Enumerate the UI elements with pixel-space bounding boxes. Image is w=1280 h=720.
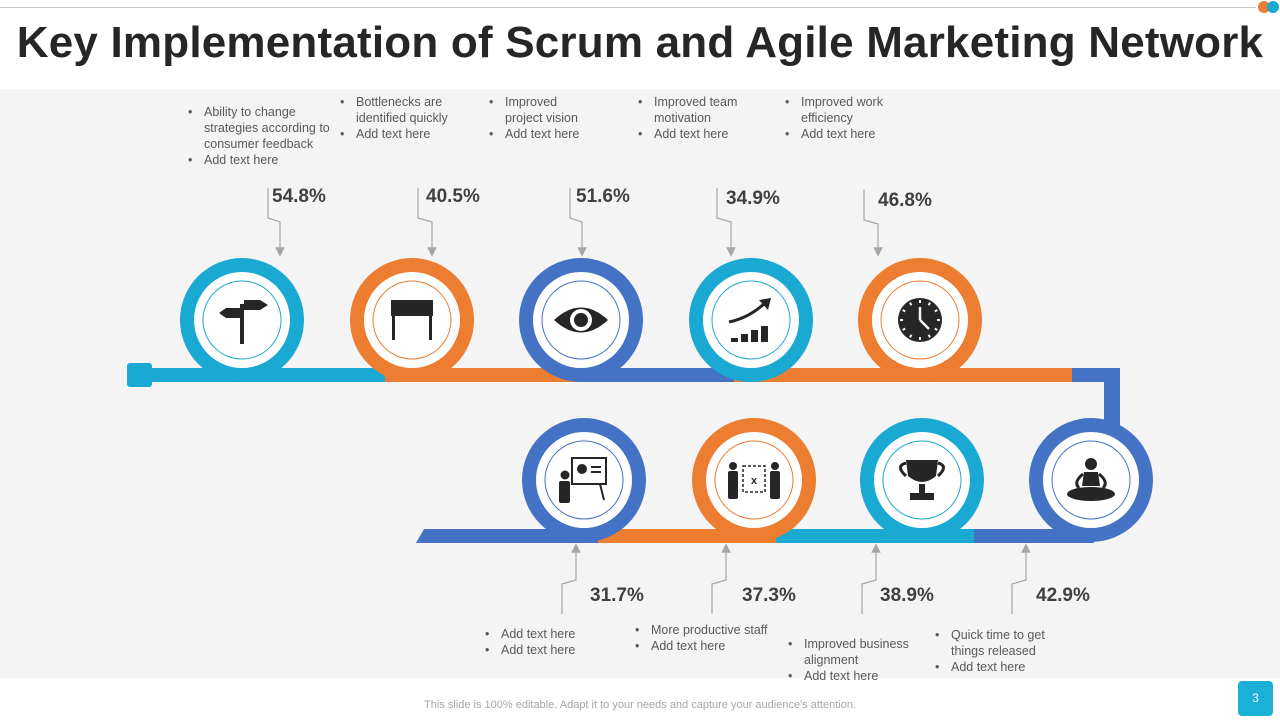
note-item: Add text here [186, 152, 346, 168]
top-step-1-notes: Ability to change strategies according t… [186, 104, 346, 168]
bottom-step-3 [860, 418, 984, 542]
top-step-5 [858, 258, 982, 382]
top-step-1-percent: 54.8% [272, 186, 326, 207]
top-step-5-connector [863, 190, 883, 257]
meditation-icon [1067, 458, 1115, 501]
note-item: Ability to change strategies according t… [186, 104, 346, 152]
bottom-step-3-percent: 38.9% [880, 585, 934, 606]
footer-note: This slide is 100% editable. Adapt it to… [424, 699, 856, 711]
note-item: Improved work efficiency [783, 94, 908, 126]
clock-icon [898, 298, 942, 342]
signpost-icon [219, 300, 268, 344]
svg-text:x: x [751, 475, 758, 487]
bottom-step-3-notes: Improved business alignmentAdd text here [786, 636, 926, 684]
top-step-3-connector [569, 188, 587, 257]
bottom-step-1-connector [561, 543, 581, 614]
bottom-step-2-notes: More productive staffAdd text here [633, 622, 793, 654]
bottom-step-2: x [692, 418, 816, 542]
bottom-step-2-percent: 37.3% [742, 585, 796, 606]
team-strategy-icon: x [728, 462, 780, 499]
top-step-3-percent: 51.6% [576, 186, 630, 207]
note-item: Bottlenecks are identified quickly [338, 94, 473, 126]
content-panel [0, 89, 1280, 678]
top-step-4 [689, 258, 813, 382]
top-step-2-notes: Bottlenecks are identified quicklyAdd te… [338, 94, 473, 142]
top-step-5-notes: Improved work efficiencyAdd text here [783, 94, 908, 142]
top-step-5-percent: 46.8% [878, 190, 932, 211]
note-item: More productive staff [633, 622, 793, 638]
top-step-2-connector [417, 188, 437, 257]
presentation-icon [559, 457, 607, 503]
bottom-step-4-percent: 42.9% [1036, 585, 1090, 606]
bottom-step-1-notes: Add text hereAdd text here [483, 626, 598, 658]
bottom-step-2-connector [711, 543, 731, 614]
note-item: Quick time to get things released [933, 627, 1068, 659]
bottom-step-4 [1029, 418, 1153, 542]
bottom-step-4-connector [1011, 543, 1031, 614]
trophy-icon [899, 460, 945, 500]
table-icon [391, 300, 433, 340]
growth-chart-icon [728, 298, 771, 342]
note-item: Add text here [786, 668, 926, 684]
top-step-4-connector [716, 188, 736, 257]
note-item: Add text here [783, 126, 908, 142]
bottom-step-4-notes: Quick time to get things releasedAdd tex… [933, 627, 1068, 675]
bottom-step-1-percent: 31.7% [590, 585, 644, 606]
bottom-step-3-connector [861, 543, 881, 614]
note-item: Add text here [483, 626, 598, 642]
note-item: Improved project vision [487, 94, 592, 126]
top-rule [0, 7, 1256, 8]
top-step-1-connector [267, 188, 285, 257]
note-item: Add text here [633, 638, 793, 654]
note-item: Add text here [933, 659, 1068, 675]
top-step-3-notes: Improved project visionAdd text here [487, 94, 592, 142]
top-step-2 [350, 258, 474, 382]
note-item: Improved business alignment [786, 636, 926, 668]
top-track [127, 363, 1120, 430]
bottom-step-1 [522, 418, 646, 542]
eye-icon [554, 307, 608, 333]
note-item: Add text here [487, 126, 592, 142]
page-number-badge: 3 [1238, 681, 1273, 716]
corner-dots-decoration [1258, 1, 1279, 13]
top-step-4-percent: 34.9% [726, 188, 780, 209]
slide-title: Key Implementation of Scrum and Agile Ma… [16, 18, 1264, 67]
note-item: Add text here [338, 126, 473, 142]
note-item: Improved team motivation [636, 94, 761, 126]
top-step-4-notes: Improved team motivationAdd text here [636, 94, 761, 142]
note-item: Add text here [636, 126, 761, 142]
note-item: Add text here [483, 642, 598, 658]
top-step-2-percent: 40.5% [426, 186, 480, 207]
top-step-3 [519, 258, 643, 382]
top-step-1 [180, 258, 304, 382]
